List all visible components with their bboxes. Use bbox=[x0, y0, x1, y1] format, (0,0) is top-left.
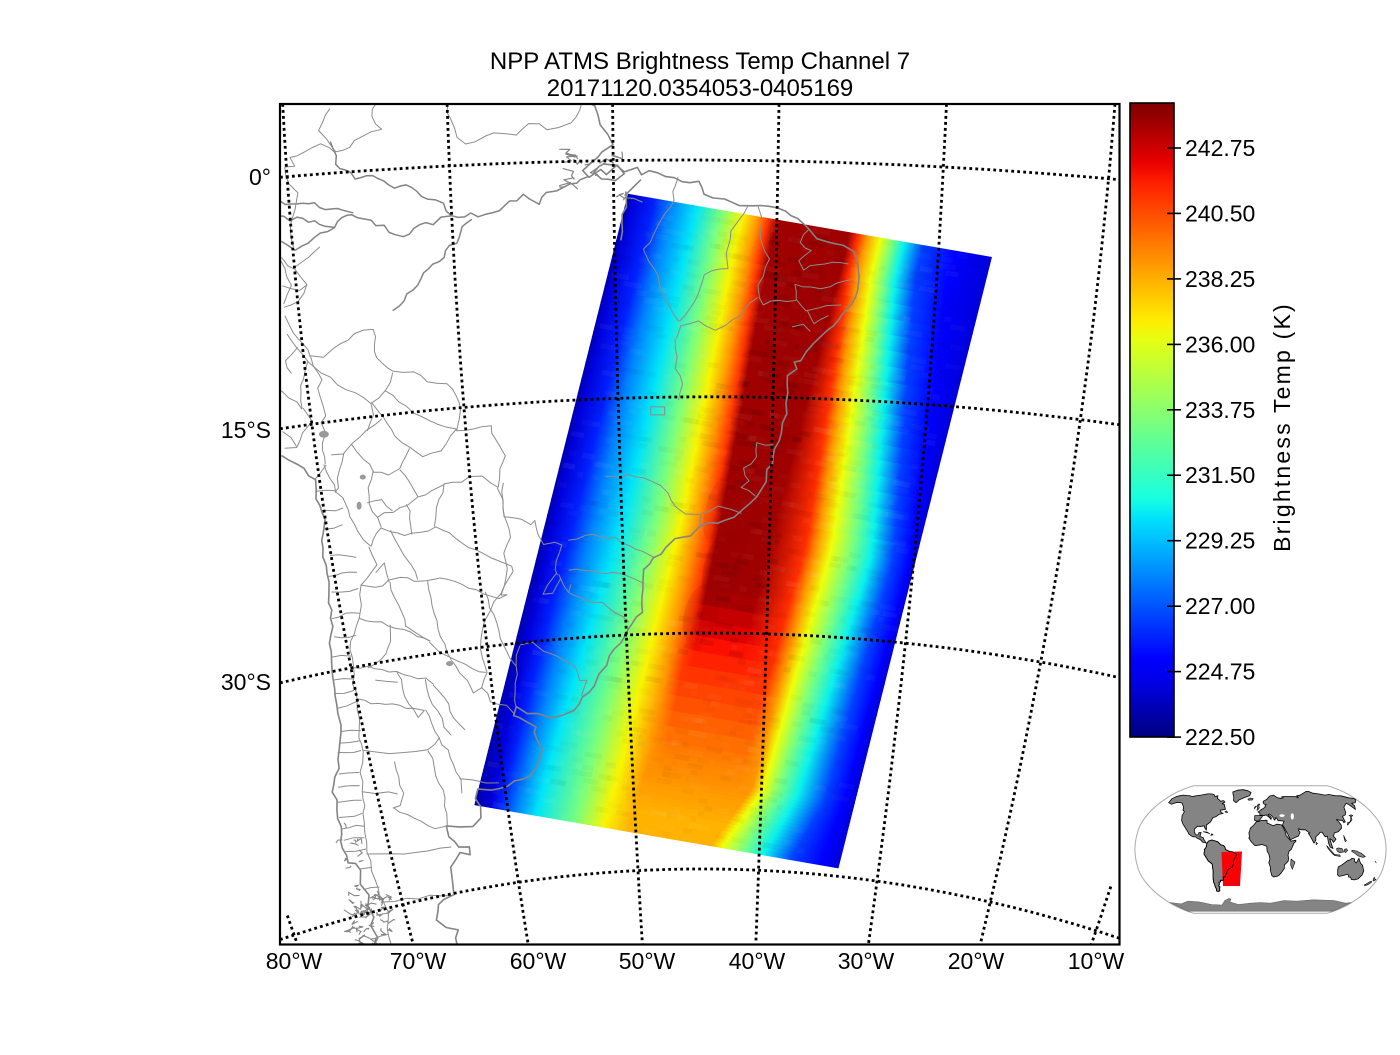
svg-text:Brightness Temp (K): Brightness Temp (K) bbox=[1269, 302, 1295, 552]
svg-text:30°S: 30°S bbox=[221, 669, 271, 695]
svg-text:238.25: 238.25 bbox=[1185, 266, 1255, 292]
svg-text:NPP ATMS Brightness Temp Chann: NPP ATMS Brightness Temp Channel 7 bbox=[490, 48, 910, 75]
svg-text:40°W: 40°W bbox=[729, 948, 786, 974]
svg-text:224.75: 224.75 bbox=[1185, 659, 1255, 685]
svg-text:229.25: 229.25 bbox=[1185, 528, 1255, 554]
svg-text:231.50: 231.50 bbox=[1185, 462, 1255, 488]
svg-text:50°W: 50°W bbox=[619, 948, 676, 974]
svg-text:242.75: 242.75 bbox=[1185, 135, 1255, 161]
svg-text:233.75: 233.75 bbox=[1185, 397, 1255, 423]
svg-text:70°W: 70°W bbox=[390, 948, 447, 974]
svg-text:0°: 0° bbox=[249, 164, 271, 190]
svg-text:60°W: 60°W bbox=[510, 948, 567, 974]
svg-text:15°S: 15°S bbox=[221, 417, 271, 443]
svg-text:236.00: 236.00 bbox=[1185, 331, 1255, 357]
svg-text:30°W: 30°W bbox=[838, 948, 895, 974]
svg-text:20171120.0354053-0405169: 20171120.0354053-0405169 bbox=[547, 75, 854, 102]
svg-text:240.50: 240.50 bbox=[1185, 200, 1255, 226]
svg-text:10°W: 10°W bbox=[1068, 948, 1125, 974]
svg-text:20°W: 20°W bbox=[948, 948, 1005, 974]
svg-text:227.00: 227.00 bbox=[1185, 593, 1255, 619]
svg-text:222.50: 222.50 bbox=[1185, 724, 1255, 750]
svg-text:80°W: 80°W bbox=[266, 948, 323, 974]
